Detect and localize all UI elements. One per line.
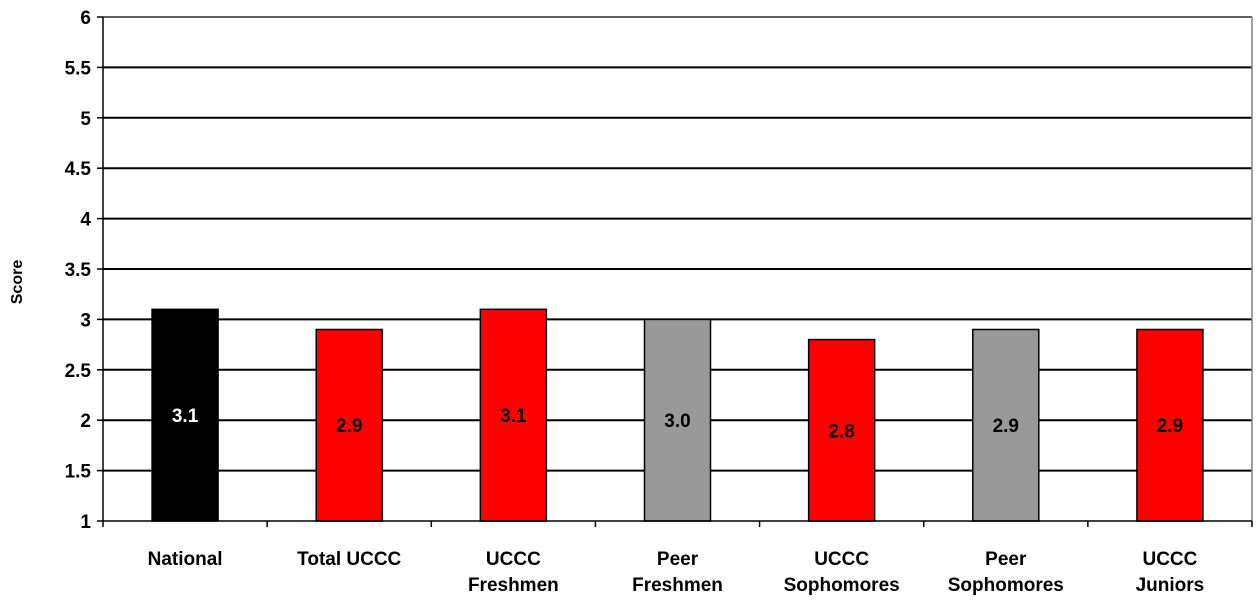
data-label: 2.9 [336, 416, 362, 437]
x-tick-label: UCCC [486, 549, 541, 570]
x-tick-label: Total UCCC [297, 549, 401, 570]
y-axis-label: Score [9, 260, 26, 305]
bar [315, 328, 383, 522]
x-tick-label: Freshmen [468, 575, 559, 596]
x-tick-labels: National Total UCCC UCCC Freshmen Peer Freshm… [148, 549, 1205, 596]
data-labels: 3.1 2.9 3.1 3.0 2.8 2.9 2.9 [172, 406, 1183, 442]
y-tick-label: 2.5 [65, 361, 92, 382]
y-tick-label: 4.5 [65, 159, 92, 180]
y-tick-label: 5 [80, 109, 91, 130]
x-tick-label: Sophomores [948, 575, 1064, 596]
y-tick-label: 6 [80, 8, 91, 29]
y-tick-label: 1.5 [65, 462, 92, 483]
x-tick-label: UCCC [1142, 549, 1197, 570]
bar [807, 338, 876, 522]
data-label: 3.1 [172, 406, 199, 427]
x-tick-label: Juniors [1136, 575, 1205, 596]
data-label: 2.9 [993, 416, 1019, 437]
x-tick-label: Peer [985, 549, 1027, 570]
data-label: 2.9 [1157, 416, 1183, 437]
x-tick-label: Sophomores [784, 575, 900, 596]
x-tick-label: UCCC [814, 549, 869, 570]
y-tick-label: 4 [80, 210, 91, 231]
y-tick-labels: 1 1.5 2 2.5 3 3.5 4 4.5 5 5.5 6 [65, 8, 92, 533]
y-tick-label: 1 [80, 512, 91, 533]
x-tick-label: Peer [657, 549, 699, 570]
y-tick-label: 3.5 [65, 260, 92, 281]
x-tick-label: Freshmen [632, 575, 723, 596]
y-tick-label: 5.5 [65, 58, 92, 79]
bar [1136, 328, 1204, 522]
x-tick-label: National [148, 549, 223, 570]
data-label: 2.8 [828, 421, 854, 442]
data-label: 3.1 [500, 406, 527, 427]
bar [643, 318, 712, 522]
axes [97, 16, 1253, 527]
bar [972, 328, 1040, 522]
y-tick-label: 2 [80, 411, 91, 432]
y-tick-label: 3 [80, 310, 91, 331]
bar [151, 308, 219, 522]
data-label: 3.0 [664, 411, 690, 432]
